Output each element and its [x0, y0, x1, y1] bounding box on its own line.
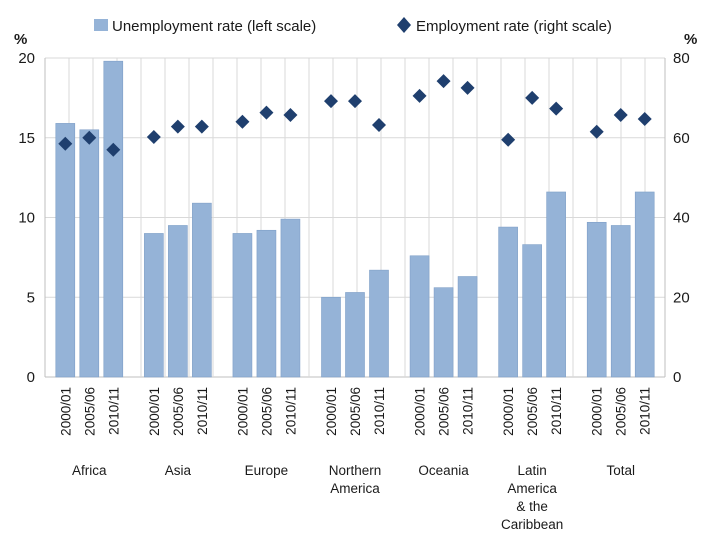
period-tick-label: 2010/11 [106, 387, 121, 435]
right-tick-label: 60 [673, 130, 690, 147]
employment-diamond [460, 80, 475, 95]
period-tick-label: 2005/06 [525, 387, 540, 436]
period-tick-label: 2000/01 [324, 387, 339, 436]
employment-diamond [324, 94, 338, 109]
unemployment-bar [103, 60, 124, 378]
unemployment-bar [321, 296, 341, 378]
right-axis-unit: % [684, 31, 697, 48]
period-tick-label: 2000/01 [235, 387, 250, 436]
unemployment-bar [522, 244, 542, 378]
region-label: Asia [165, 463, 192, 478]
unemployment-bar [79, 129, 100, 378]
period-tick-label: 2000/01 [58, 387, 73, 436]
employment-diamond [525, 90, 540, 105]
unemployment-bar [498, 226, 518, 378]
period-tick-label: 2005/06 [259, 387, 274, 436]
employment-diamond [259, 105, 274, 120]
unemployment-bar [586, 221, 607, 378]
employment-diamond [106, 142, 121, 157]
employment-diamond [235, 114, 250, 129]
region-label: Latin [518, 463, 547, 478]
period-tick-label: 2000/01 [147, 387, 162, 436]
period-tick-label: 2000/01 [413, 387, 428, 436]
region-label: America [507, 481, 557, 496]
employment-diamond [170, 119, 185, 134]
period-tick-label: 2010/11 [549, 387, 564, 435]
right-tick-label: 20 [673, 289, 690, 306]
right-tick-label: 80 [673, 50, 690, 67]
period-tick-label: 2000/01 [501, 387, 516, 436]
unemployment-bar [610, 225, 631, 378]
left-axis-unit: % [14, 31, 27, 48]
legend-marker-employment [397, 17, 411, 33]
employment-diamond [637, 112, 652, 127]
legend-swatch-unemployment [94, 19, 108, 31]
employment-diamond [412, 88, 427, 103]
employment-diamond [436, 74, 451, 89]
employment-diamond [82, 130, 97, 145]
employment-diamond [613, 108, 628, 123]
region-label: Caribbean [501, 517, 563, 532]
left-tick-label: 5 [27, 289, 35, 306]
period-tick-label: 2005/06 [82, 387, 97, 436]
region-label: Africa [72, 463, 107, 478]
unemployment-bar [409, 255, 430, 378]
region-label: Oceania [418, 463, 469, 478]
unemployment-bar [433, 287, 454, 378]
legend-label-employment: Employment rate (right scale) [416, 18, 612, 35]
unemployment-bar [256, 229, 277, 378]
region-label: America [330, 481, 380, 496]
region-label: Europe [245, 463, 289, 478]
period-tick-label: 2005/06 [437, 387, 452, 436]
region-label: Northern [329, 463, 382, 478]
region-label: Total [606, 463, 635, 478]
period-tick-label: 2005/06 [348, 387, 363, 436]
employment-diamond [348, 94, 362, 109]
unemployment-bar [232, 233, 253, 378]
right-tick-label: 40 [673, 210, 690, 227]
employment-diamond [146, 129, 161, 144]
period-tick-label: 2005/06 [614, 387, 629, 436]
employment-diamond [372, 117, 386, 132]
unemployment-bar [369, 269, 389, 378]
employment-diamond [501, 132, 516, 147]
right-tick-label: 0 [673, 369, 681, 386]
employment-diamond [549, 101, 564, 116]
employment-diamond [194, 119, 209, 134]
period-tick-label: 2010/11 [638, 387, 653, 435]
unemployment-bar [457, 276, 478, 378]
period-tick-label: 2010/11 [461, 387, 476, 435]
unemployment-bar [634, 191, 655, 378]
period-tick-label: 2000/01 [590, 387, 605, 436]
unemployment-bar [55, 123, 76, 378]
unemployment-bar [546, 191, 566, 378]
employment-diamond [283, 108, 298, 123]
period-tick-label: 2010/11 [195, 387, 210, 435]
employment-diamond [58, 136, 73, 151]
period-tick-label: 2005/06 [171, 387, 186, 436]
left-tick-label: 20 [18, 50, 35, 67]
unemployment-bar [280, 218, 301, 378]
employment-diamond [589, 124, 604, 139]
left-tick-label: 15 [18, 130, 35, 147]
left-tick-label: 0 [27, 369, 35, 386]
period-tick-label: 2010/11 [372, 387, 387, 435]
unemployment-bar [192, 202, 212, 378]
left-tick-label: 10 [18, 210, 35, 227]
period-tick-label: 2010/11 [283, 387, 298, 435]
region-label: & the [516, 499, 548, 514]
unemployment-bar [345, 292, 365, 378]
legend-label-unemployment: Unemployment rate (left scale) [112, 18, 316, 35]
unemployment-bar [144, 233, 164, 378]
unemployment-bar [168, 225, 188, 378]
